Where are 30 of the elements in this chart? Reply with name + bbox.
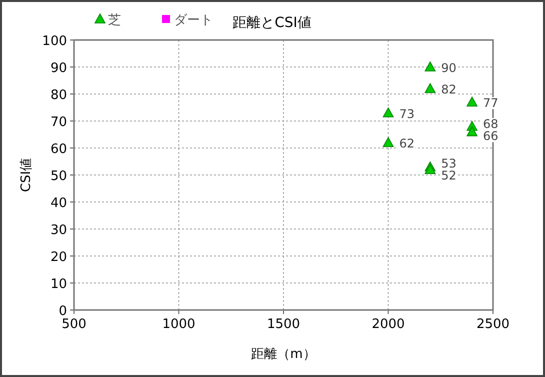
y-axis-title: CSI値 [19, 158, 34, 192]
data-label: 52 [441, 168, 456, 182]
data-label: 68 [483, 117, 498, 132]
x-tick-label: 1000 [162, 317, 196, 332]
legend-label: 芝 [108, 13, 121, 28]
x-tick-label: 2500 [476, 317, 510, 332]
data-label: 53 [441, 156, 456, 170]
y-tick-label: 20 [50, 250, 67, 265]
x-tick-label: 1500 [266, 317, 300, 332]
y-tick-label: 70 [50, 115, 67, 130]
data-label: 82 [441, 82, 456, 97]
data-label: 62 [399, 136, 415, 151]
data-label: 73 [399, 106, 415, 121]
data-label: 90 [441, 61, 456, 75]
legend-label: ダート [174, 13, 213, 28]
data-label: 66 [483, 129, 498, 144]
y-tick-label: 30 [50, 223, 67, 238]
y-tick-label: 50 [50, 169, 67, 184]
y-tick-label: 100 [42, 34, 67, 49]
y-tick-label: 0 [58, 304, 67, 319]
y-tick-label: 40 [50, 196, 67, 211]
y-tick-label: 10 [50, 277, 67, 292]
y-tick-label: 80 [50, 88, 67, 103]
x-tick-label: 500 [62, 317, 86, 332]
data-label: 77 [483, 96, 498, 110]
y-tick-label: 60 [50, 142, 67, 157]
chart-title: 距離とCSI値 [232, 15, 312, 31]
x-axis-title: 距離（m） [251, 347, 316, 362]
y-tick-label: 90 [50, 61, 67, 76]
x-tick-label: 2000 [372, 317, 405, 332]
